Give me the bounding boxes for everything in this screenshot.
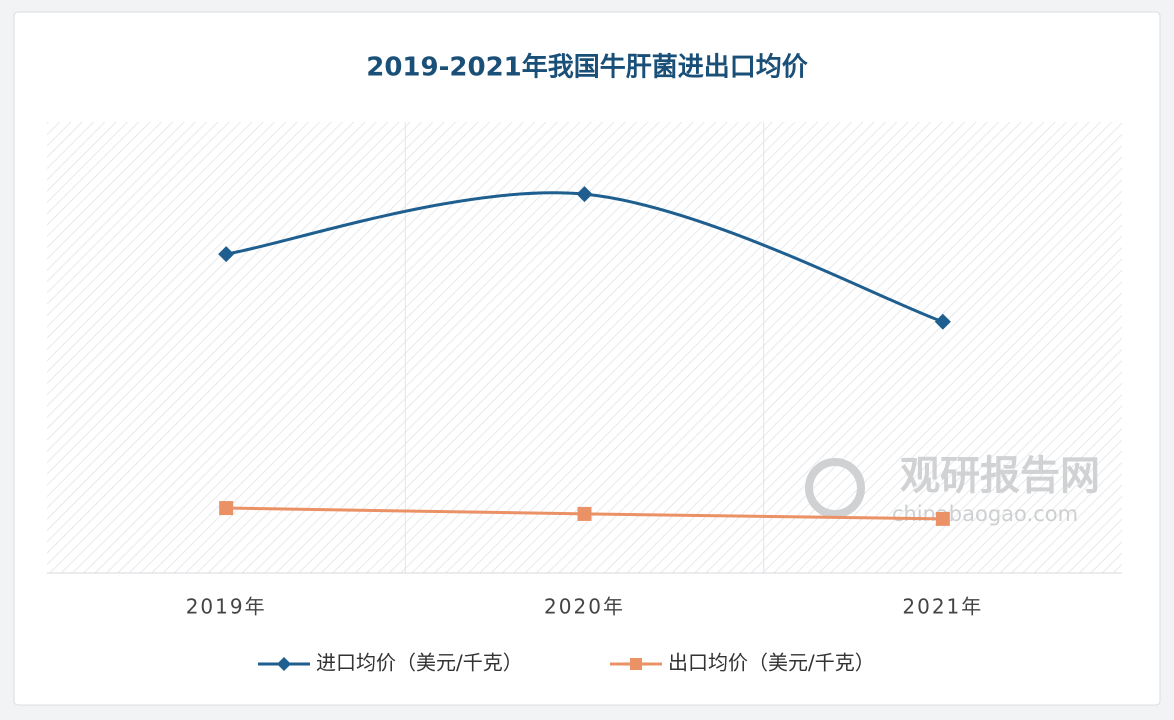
marker xyxy=(576,186,593,203)
x-tick-label: 2020年 xyxy=(544,595,625,619)
marker xyxy=(577,506,592,521)
marker xyxy=(218,246,235,263)
legend-marker xyxy=(630,658,642,670)
x-tick-label: 2021年 xyxy=(902,595,983,619)
legend-label: 出口均价（美元/千克） xyxy=(668,651,875,675)
x-tick-label: 2019年 xyxy=(186,595,267,619)
legend-label: 进口均价（美元/千克） xyxy=(316,651,523,675)
legend-marker xyxy=(277,657,291,671)
chart-title: 2019-2021年我国牛肝菌进出口均价 xyxy=(366,52,809,83)
marker xyxy=(935,511,950,526)
marker xyxy=(934,313,951,330)
watermark-name: 观研报告网 xyxy=(900,453,1100,499)
marker xyxy=(219,501,234,516)
watermark-logo xyxy=(805,458,865,518)
watermark-url: chinabaogao.com xyxy=(892,502,1078,526)
